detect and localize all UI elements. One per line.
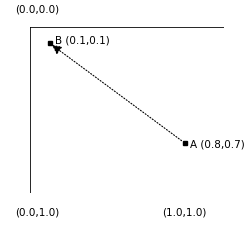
Text: B (0.1,0.1): B (0.1,0.1) xyxy=(54,35,109,45)
Text: (1.0,1.0): (1.0,1.0) xyxy=(161,207,205,216)
Text: (0.0,1.0): (0.0,1.0) xyxy=(15,207,59,216)
Text: (0.0,0.0): (0.0,0.0) xyxy=(15,4,59,14)
Text: A (0.8,0.7): A (0.8,0.7) xyxy=(189,139,243,148)
